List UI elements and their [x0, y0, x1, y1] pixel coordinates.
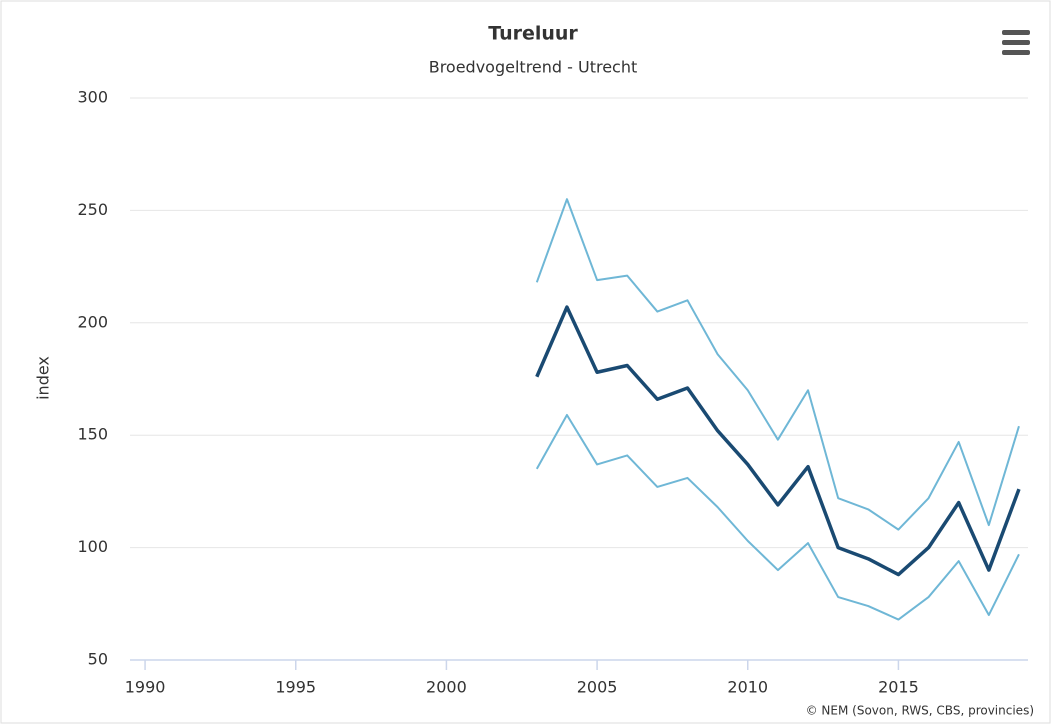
x-tick-label: 1995 [275, 678, 316, 697]
y-tick-label: 200 [77, 312, 108, 331]
x-tick-label: 1990 [125, 678, 166, 697]
series-line [535, 413, 1020, 621]
y-tick-label: 250 [77, 200, 108, 219]
x-tick-label: 2000 [426, 678, 467, 697]
series-line [535, 198, 1020, 531]
y-tick-label: 50 [88, 650, 108, 669]
x-tick-label: 2010 [727, 678, 768, 697]
chart-title: Tureluur [488, 23, 578, 45]
credits: © NEM (Sovon, RWS, CBS, provincies) [806, 704, 1034, 718]
y-tick-label: 300 [77, 88, 108, 107]
x-tick-label: 2005 [577, 678, 618, 697]
y-axis-label: index [34, 356, 53, 400]
y-tick-label: 150 [77, 425, 108, 444]
y-tick-label: 100 [77, 537, 108, 556]
chart-subtitle: Broedvogeltrend - Utrecht [429, 58, 638, 77]
x-tick-label: 2015 [878, 678, 919, 697]
menu-button[interactable] [1002, 30, 1030, 55]
series-line [535, 305, 1021, 577]
